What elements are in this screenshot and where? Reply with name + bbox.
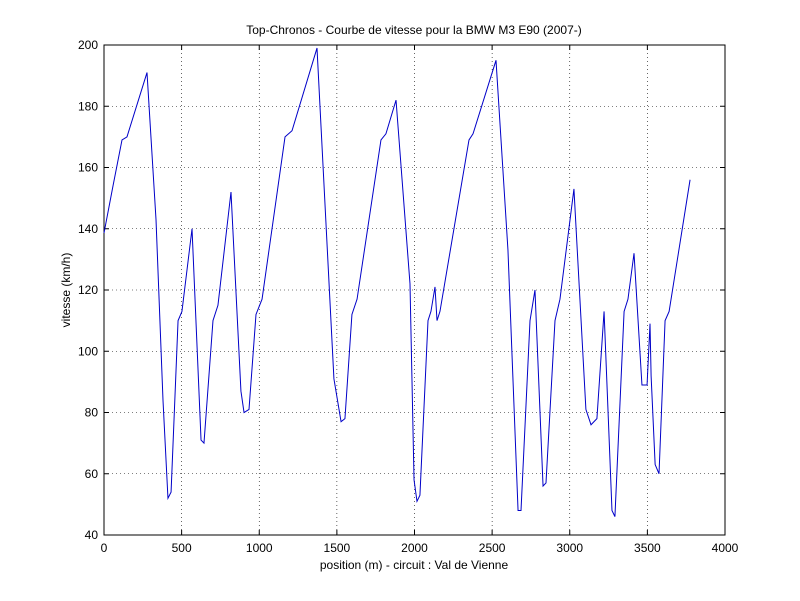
y-tick-label: 60 xyxy=(85,467,99,481)
x-tick-label: 0 xyxy=(101,541,108,555)
y-tick-label: 40 xyxy=(85,528,99,542)
x-tick-label: 1000 xyxy=(246,541,273,555)
x-tick-label: 500 xyxy=(172,541,192,555)
x-axis-label: position (m) - circuit : Val de Vienne xyxy=(320,558,509,572)
y-tick-label: 120 xyxy=(78,283,98,297)
y-axis-label: vitesse (km/h) xyxy=(59,253,73,328)
x-tick-label: 4000 xyxy=(712,541,739,555)
plot-frame xyxy=(103,44,726,536)
y-tick-label: 140 xyxy=(78,222,98,236)
y-tick-label: 160 xyxy=(78,161,98,175)
chart-title: Top-Chronos - Courbe de vitesse pour la … xyxy=(246,23,581,37)
x-tick-label: 3000 xyxy=(556,541,583,555)
y-tick-label: 180 xyxy=(78,99,98,113)
x-tick-label: 2500 xyxy=(479,541,506,555)
x-tick-label: 1500 xyxy=(324,541,351,555)
y-tick-label: 200 xyxy=(78,38,98,52)
speed-line xyxy=(103,47,691,517)
y-tick-label: 80 xyxy=(85,406,99,420)
x-tick-label: 2000 xyxy=(401,541,428,555)
y-tick-label: 100 xyxy=(78,344,98,358)
x-tick-label: 3500 xyxy=(634,541,661,555)
